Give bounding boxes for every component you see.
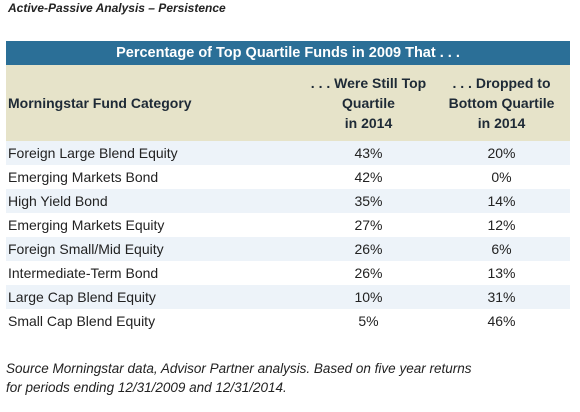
source-note: Source Morningstar data, Advisor Partner… xyxy=(6,359,566,397)
table-banner: Percentage of Top Quartile Funds in 2009… xyxy=(6,41,570,65)
cell-still-top: 27% xyxy=(354,217,383,233)
header-dropped-bottom: . . . Dropped to Bottom Quartile in 2014 xyxy=(435,73,568,133)
cell-dropped-bottom: 6% xyxy=(491,241,512,257)
cell-dropped-bottom: 31% xyxy=(487,289,516,305)
source-note-line: Source Morningstar data, Advisor Partner… xyxy=(6,361,472,376)
cell-still-top: 26% xyxy=(354,241,383,257)
cell-dropped-bottom: 14% xyxy=(487,193,516,209)
table-row: Small Cap Blend Equity 5% 46% xyxy=(6,309,570,333)
cell-dropped-bottom: 12% xyxy=(487,217,516,233)
cell-still-top: 35% xyxy=(354,193,383,209)
cell-category: Emerging Markets Bond xyxy=(8,169,159,185)
table-row: Emerging Markets Equity 27% 12% xyxy=(6,213,570,237)
persistence-table: Percentage of Top Quartile Funds in 2009… xyxy=(6,41,570,333)
table-row: Foreign Small/Mid Equity 26% 6% xyxy=(6,237,570,261)
header-dropped-bottom-line: . . . Dropped to xyxy=(452,75,551,91)
cell-still-top: 26% xyxy=(354,265,383,281)
cell-category: Small Cap Blend Equity xyxy=(8,313,156,329)
table-row: High Yield Bond 35% 14% xyxy=(6,189,570,213)
header-category: Morningstar Fund Category xyxy=(8,95,192,111)
header-still-top-line: Quartile xyxy=(342,95,395,111)
cell-category: Intermediate-Term Bond xyxy=(8,265,159,281)
cell-category: Foreign Small/Mid Equity xyxy=(8,241,164,257)
cell-category: High Yield Bond xyxy=(8,193,108,209)
cell-dropped-bottom: 20% xyxy=(487,145,516,161)
cell-still-top: 42% xyxy=(354,169,383,185)
cell-still-top: 43% xyxy=(354,145,383,161)
header-dropped-bottom-line: in 2014 xyxy=(477,115,526,131)
cell-still-top: 10% xyxy=(354,289,383,305)
cell-dropped-bottom: 46% xyxy=(487,313,516,329)
cell-dropped-bottom: 13% xyxy=(487,265,516,281)
table-row: Foreign Large Blend Equity 43% 20% xyxy=(6,141,570,165)
header-still-top-line: in 2014 xyxy=(344,115,393,131)
table-row: Intermediate-Term Bond 26% 13% xyxy=(6,261,570,285)
page-title: Active-Passive Analysis – Persistence xyxy=(8,1,226,15)
source-note-line: for periods ending 12/31/2009 and 12/31/… xyxy=(6,380,287,395)
header-still-top-line: . . . Were Still Top xyxy=(310,75,427,91)
table-header-row: Morningstar Fund Category . . . Were Sti… xyxy=(6,65,570,141)
cell-dropped-bottom: 0% xyxy=(491,169,512,185)
header-still-top: . . . Were Still Top Quartile in 2014 xyxy=(302,73,435,133)
cell-category: Foreign Large Blend Equity xyxy=(8,145,178,161)
cell-category: Emerging Markets Equity xyxy=(8,217,165,233)
cell-category: Large Cap Blend Equity xyxy=(8,289,156,305)
table-row: Emerging Markets Bond 42% 0% xyxy=(6,165,570,189)
cell-still-top: 5% xyxy=(358,313,379,329)
header-dropped-bottom-line: Bottom Quartile xyxy=(448,95,555,111)
table-row: Large Cap Blend Equity 10% 31% xyxy=(6,285,570,309)
